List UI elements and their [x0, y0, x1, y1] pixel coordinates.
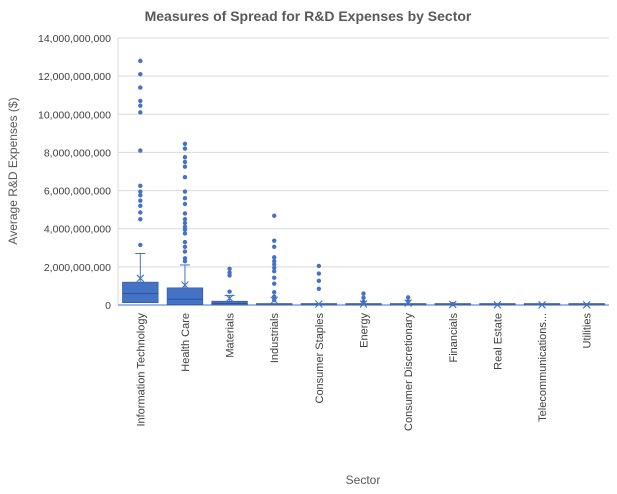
- y-tick-label: 10,000,000,000: [38, 109, 111, 121]
- x-tick-label: Telecommunications...: [537, 313, 549, 422]
- box: [166, 287, 204, 305]
- outlier-point: [272, 238, 277, 243]
- mean-marker: [359, 300, 368, 308]
- outlier-point: [182, 258, 188, 264]
- outlier-point: [182, 164, 188, 169]
- outlier-point: [227, 273, 232, 278]
- outlier-point: [182, 196, 188, 201]
- x-tick-label: Industrials: [269, 313, 281, 364]
- outlier-point: [272, 265, 277, 271]
- y-tick-label: 6,000,000,000: [44, 186, 111, 198]
- outlier-point: [182, 201, 188, 207]
- outlier-point: [182, 141, 188, 147]
- outlier-point: [272, 281, 277, 286]
- x-tick-label: Real Estate: [492, 313, 504, 370]
- mean-marker: [136, 274, 145, 283]
- x-tick-label: Financials: [448, 313, 460, 363]
- outlier-point: [316, 263, 322, 269]
- x-tick-label: Information Technology: [135, 313, 147, 427]
- mean-marker: [538, 300, 546, 309]
- outlier-point: [361, 291, 366, 296]
- outlier-point: [138, 85, 143, 90]
- outlier-point: [138, 189, 143, 194]
- outlier-point: [138, 58, 143, 64]
- y-tick-label: 2,000,000,000: [44, 262, 111, 274]
- outlier-point: [138, 110, 143, 115]
- y-tick-label: 12,000,000,000: [38, 71, 111, 83]
- gridlines: [117, 37, 609, 306]
- outlier-point: [138, 103, 143, 108]
- outlier-point: [182, 249, 188, 254]
- outlier-point: [272, 258, 277, 264]
- x-tick-label: Materials: [225, 313, 237, 358]
- outlier-point: [182, 239, 188, 245]
- outlier-point: [361, 295, 366, 300]
- outlier-point: [450, 301, 455, 307]
- outlier-point: [272, 213, 277, 218]
- outlier-point: [138, 193, 143, 198]
- x-tick-label: Utilities: [582, 313, 594, 349]
- y-tick-label: 4,000,000,000: [44, 224, 111, 236]
- x-tick-label: Health Care: [180, 313, 192, 372]
- x-axis-label: Sector: [346, 473, 381, 487]
- box-marks: [122, 58, 605, 309]
- outlier-point: [182, 244, 188, 250]
- outlier-point: [227, 266, 232, 271]
- outlier-point: [272, 290, 277, 295]
- x-tick-label: Consumer Staples: [314, 313, 326, 404]
- outlier-point: [138, 216, 143, 222]
- chart-title: Measures of Spread for R&D Expenses by S…: [145, 8, 472, 24]
- outlier-point: [272, 294, 277, 299]
- outlier-point: [182, 211, 188, 216]
- outlier-point: [182, 216, 188, 222]
- box: [122, 281, 159, 304]
- outlier-point: [138, 198, 143, 203]
- y-tick-label: 0: [105, 300, 111, 312]
- outlier-point: [182, 154, 188, 160]
- outlier-point: [272, 297, 277, 303]
- outlier-point: [138, 203, 143, 209]
- outlier-point: [272, 275, 277, 280]
- x-tick-label: Consumer Discretionary: [403, 313, 415, 431]
- outlier-point: [316, 286, 322, 291]
- outlier-point: [316, 271, 322, 276]
- outlier-point: [138, 210, 143, 215]
- y-axis-label: Average R&D Expenses ($): [6, 97, 20, 244]
- outlier-point: [138, 72, 143, 77]
- outlier-point: [182, 175, 188, 180]
- outlier-point: [405, 298, 411, 304]
- outlier-point: [182, 220, 188, 226]
- outlier-point: [182, 231, 188, 236]
- x-axis-ticks: Information Technology Health Care Materia…: [135, 313, 593, 431]
- outlier-point: [182, 159, 188, 165]
- outlier-point: [272, 262, 277, 267]
- outlier-point: [182, 227, 188, 232]
- mean-marker: [314, 300, 323, 308]
- y-tick-label: 8,000,000,000: [44, 147, 111, 159]
- outlier-point: [272, 255, 277, 260]
- outlier-point: [405, 295, 411, 300]
- outlier-point: [138, 148, 143, 153]
- y-axis-ticks: 0 2,000,000,000 4,000,000,000 6,000,000,000…: [38, 33, 111, 312]
- outlier-point: [182, 146, 188, 151]
- mean-marker: [493, 300, 502, 309]
- outlier-point: [138, 242, 143, 248]
- outlier-point: [316, 278, 322, 283]
- mean-marker: [181, 281, 189, 289]
- outlier-point: [227, 289, 232, 294]
- outlier-point: [272, 244, 277, 250]
- outlier-point: [138, 183, 143, 189]
- x-tick-label: Energy: [359, 313, 371, 348]
- mean-marker: [582, 300, 591, 309]
- outlier-point: [182, 189, 188, 194]
- mean-marker: [225, 294, 234, 303]
- y-tick-label: 14,000,000,000: [38, 33, 111, 45]
- outlier-point: [361, 299, 366, 304]
- outlier-point: [138, 98, 143, 104]
- outlier-point: [272, 269, 277, 274]
